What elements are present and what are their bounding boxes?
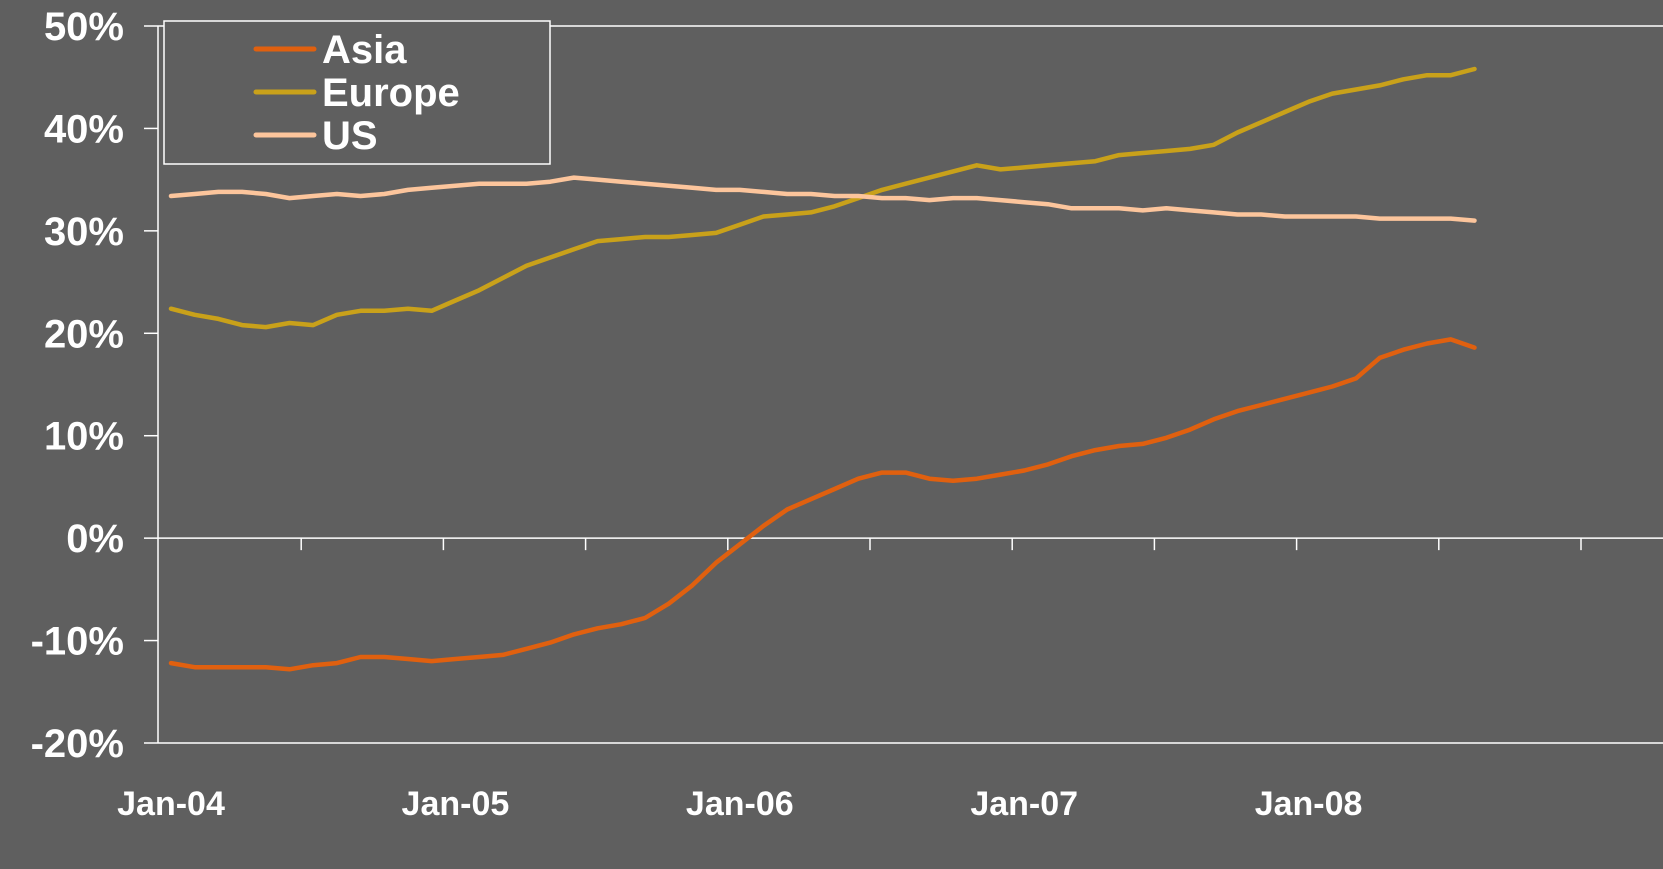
series-lines xyxy=(168,66,1477,672)
series-line-europe xyxy=(168,66,1477,330)
x-tick-label: Jan-07 xyxy=(970,785,1078,823)
y-tick-label: 50% xyxy=(44,5,124,49)
x-tick-label: Jan-04 xyxy=(117,785,225,823)
x-tick-label: Jan-06 xyxy=(686,785,794,823)
legend-box xyxy=(163,20,551,165)
y-axis: -20% -10% 0% 10% 20% 30% 40% 50% xyxy=(31,5,159,766)
y-tick-label: 0% xyxy=(66,517,124,561)
series-line-asia xyxy=(168,337,1477,672)
y-tick-label: 10% xyxy=(44,415,124,459)
y-tick-label: -20% xyxy=(31,722,124,766)
x-tick-label: Jan-05 xyxy=(402,785,510,823)
y-tick-label: 20% xyxy=(44,312,124,356)
y-tick-label: 30% xyxy=(44,210,124,254)
x-axis: Jan-04 Jan-05 Jan-06 Jan-07 Jan-08 xyxy=(117,537,1663,823)
series-line-us xyxy=(168,175,1477,223)
legend-label-us: US xyxy=(322,114,378,158)
legend-label-asia: Asia xyxy=(322,28,407,72)
y-tick-label: -10% xyxy=(31,620,124,664)
y-tick-label: 40% xyxy=(44,107,124,151)
legend-label-europe: Europe xyxy=(322,71,460,115)
x-tick-label: Jan-08 xyxy=(1255,785,1363,823)
